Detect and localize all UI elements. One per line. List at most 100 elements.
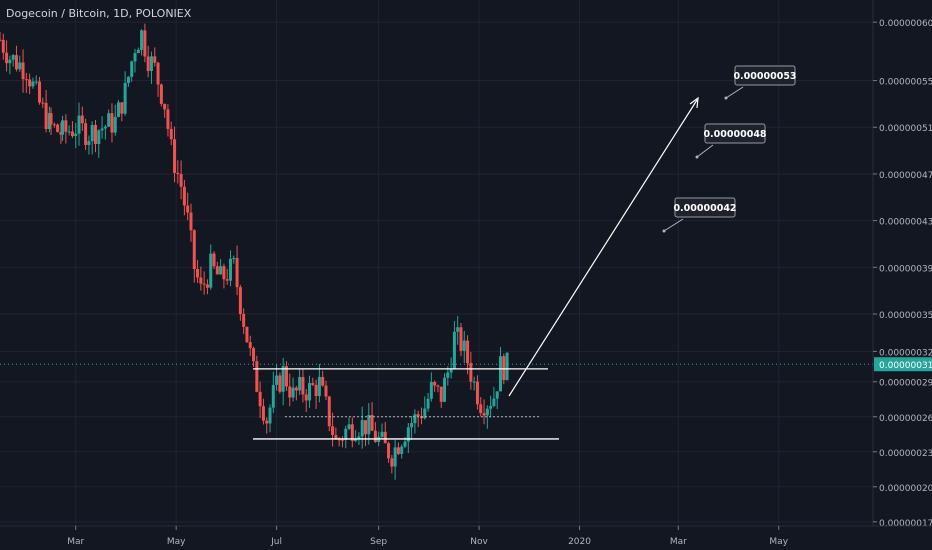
candle-body [462, 340, 466, 351]
candle-body [314, 384, 318, 397]
candle-body [363, 420, 367, 435]
candle-body [166, 109, 170, 129]
candle-body [423, 408, 427, 419]
y-tick-label: 0.00000060 [879, 19, 932, 29]
candle-body [189, 212, 193, 231]
candle-body [8, 59, 12, 64]
candle-body [47, 113, 51, 130]
candle-body [499, 356, 503, 392]
candle-body [242, 313, 246, 327]
candle-body [34, 81, 38, 83]
candle-body [301, 376, 305, 395]
candle-body [113, 116, 117, 133]
candle-body [403, 441, 407, 447]
candle-body [429, 382, 433, 399]
candle-body [238, 287, 242, 314]
candle-body [383, 431, 387, 444]
candle-body [406, 427, 410, 442]
candle-body [176, 172, 180, 174]
candle-body [439, 386, 443, 402]
candle-body [156, 62, 160, 85]
candle-body [308, 383, 312, 401]
candle-body [380, 431, 384, 437]
candle-body [80, 115, 84, 124]
x-tick-label: May [167, 537, 186, 547]
price-callout-box[interactable] [734, 65, 796, 86]
x-tick-label: Jul [270, 537, 282, 547]
y-tick-label: 0.00000023 [879, 449, 932, 459]
candle-body [153, 56, 157, 63]
candle-body [275, 375, 279, 385]
callout-dot [695, 155, 699, 159]
candle-body [433, 382, 437, 386]
x-tick-label: Mar [670, 537, 687, 547]
candle-body [103, 126, 107, 129]
time-axis[interactable] [0, 526, 932, 550]
candle-body [232, 258, 236, 260]
x-tick-label: Sep [370, 537, 387, 547]
x-tick-label: Nov [470, 537, 488, 547]
candle-body [228, 258, 232, 281]
candle-body [143, 30, 147, 57]
candle-body [261, 406, 265, 421]
candle-body [492, 398, 496, 406]
y-tick-label: 0.00000029 [879, 379, 932, 389]
candle-body [235, 258, 239, 288]
candle-body [146, 56, 150, 71]
candle-body [126, 76, 130, 83]
candle-body [469, 363, 473, 382]
candle-body [93, 124, 97, 144]
price-callout-box[interactable] [704, 123, 766, 144]
candle-body [413, 414, 417, 424]
candle-body [107, 113, 111, 127]
candle-body [248, 342, 252, 349]
candle-body [70, 131, 74, 137]
candle-body [61, 120, 65, 135]
callout-pointer [725, 86, 744, 99]
candle-body [291, 387, 295, 398]
candle-body [396, 447, 400, 454]
callout-pointer [696, 144, 714, 158]
candle-body [67, 131, 71, 133]
candle-body [52, 124, 56, 126]
candle-body [209, 253, 213, 288]
y-tick-label: 0.00000017 [879, 519, 932, 529]
y-tick-label: 0.00000020 [879, 484, 932, 494]
x-tick-label: 2020 [568, 537, 591, 547]
candle-body [357, 436, 361, 439]
candle-body [56, 124, 60, 132]
candle-body [416, 414, 420, 417]
candle-body [1, 39, 5, 53]
candle-body [327, 396, 331, 427]
price-axis[interactable] [873, 0, 932, 550]
candle-body [304, 394, 308, 401]
candle-body [482, 413, 486, 416]
candle-body [278, 375, 282, 392]
x-tick-label: Mar [67, 537, 84, 547]
candle-body [225, 279, 229, 281]
candle-body [298, 376, 302, 391]
candle-body [179, 173, 183, 187]
price-callout-box[interactable] [674, 197, 736, 218]
candle-body [149, 56, 153, 71]
last-price-badge [874, 357, 932, 372]
candle-body [479, 404, 483, 414]
last-price-label: 0.00000031 [879, 361, 932, 371]
candle-body [344, 428, 348, 441]
candle-body [400, 446, 404, 454]
candle-body [472, 381, 476, 383]
callout-pointer [663, 218, 684, 232]
candle-body [367, 414, 371, 435]
candle-body [265, 420, 269, 424]
candle-body [18, 62, 22, 70]
candle-body [268, 407, 272, 424]
candle-body [215, 266, 219, 275]
candle-body [485, 408, 489, 416]
candle-body [173, 139, 177, 173]
y-tick-label: 0.00000043 [879, 218, 932, 228]
candle-body [90, 124, 94, 142]
candle-body [212, 253, 216, 267]
candle-body [130, 61, 134, 77]
